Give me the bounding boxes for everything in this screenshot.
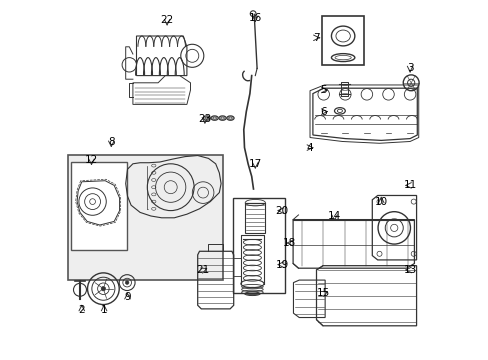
Bar <box>71 162 126 250</box>
Text: 19: 19 <box>275 260 288 270</box>
Text: 2: 2 <box>78 305 85 315</box>
Text: 4: 4 <box>305 143 312 153</box>
Text: 11: 11 <box>403 180 416 190</box>
Text: 10: 10 <box>374 197 387 207</box>
Text: 5: 5 <box>320 85 326 95</box>
Text: 18: 18 <box>282 238 296 248</box>
Bar <box>68 155 223 280</box>
Text: 16: 16 <box>248 13 262 23</box>
Bar <box>244 203 265 233</box>
Text: 23: 23 <box>198 114 211 124</box>
Text: 7: 7 <box>312 33 319 43</box>
Text: 8: 8 <box>108 137 114 147</box>
Circle shape <box>125 281 129 284</box>
Text: 17: 17 <box>248 159 262 169</box>
Text: 13: 13 <box>403 265 416 275</box>
Bar <box>322 16 363 65</box>
Text: 15: 15 <box>316 288 330 298</box>
Text: 3: 3 <box>406 63 412 73</box>
Bar <box>232 198 285 293</box>
Text: 1: 1 <box>101 305 107 315</box>
Text: 22: 22 <box>160 15 173 25</box>
Text: 9: 9 <box>124 292 131 302</box>
Text: 21: 21 <box>196 265 209 275</box>
Text: 6: 6 <box>320 107 326 117</box>
Text: 20: 20 <box>275 206 288 216</box>
Text: 12: 12 <box>85 155 98 165</box>
Text: 14: 14 <box>327 211 341 221</box>
Circle shape <box>101 287 105 291</box>
